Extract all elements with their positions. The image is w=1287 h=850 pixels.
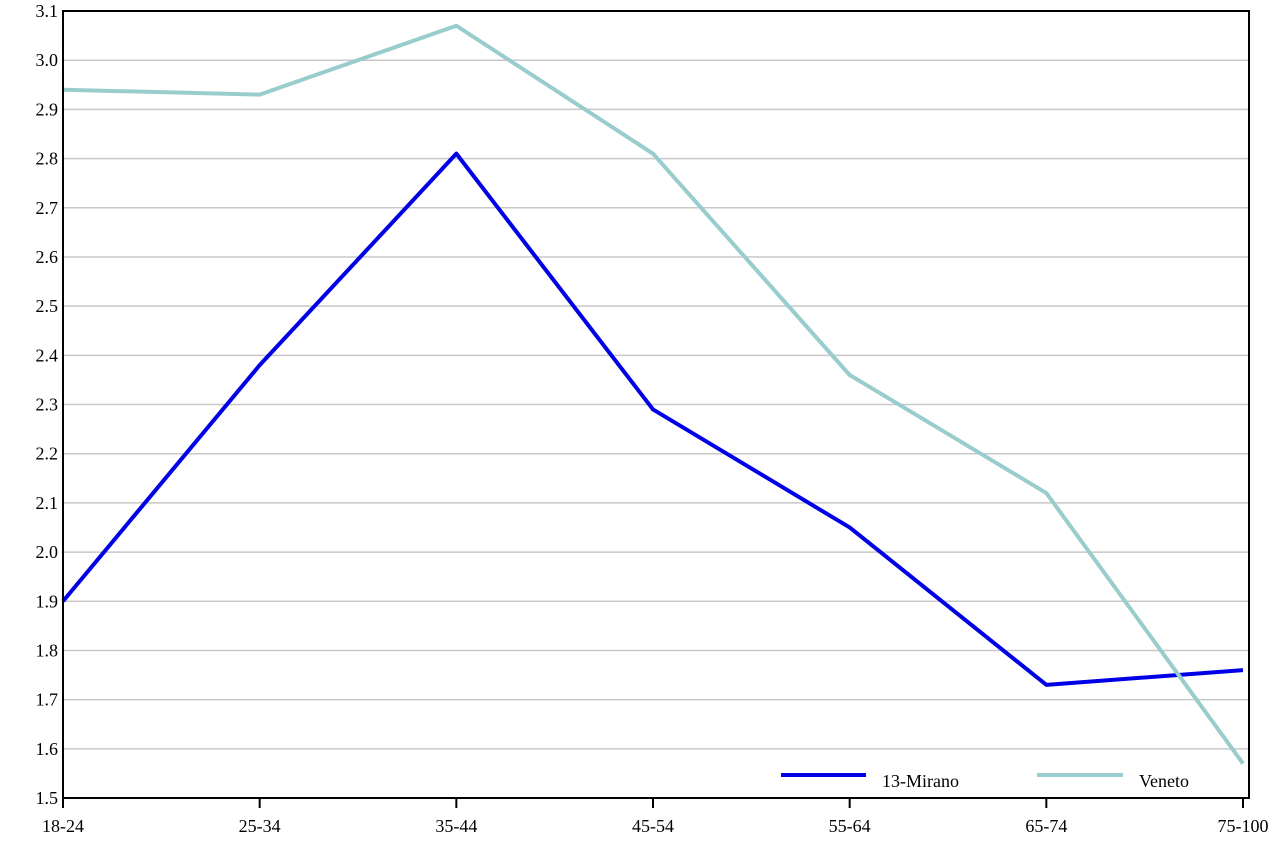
y-tick-label: 3.1: [36, 1, 59, 21]
x-tick-label: 25-34: [239, 816, 281, 836]
x-tick-label: 45-54: [632, 816, 674, 836]
legend: 13-Mirano Veneto: [781, 771, 1189, 791]
x-tick-label: 75-100: [1218, 816, 1269, 836]
y-tick-label: 2.3: [36, 395, 59, 415]
series-line-veneto: [62, 23, 1245, 765]
y-axis: 1.5 1.6 1.7 1.8 1.9 2.0 2.1 2.2 2.3 2.4 2.5 2.6 2.7 2…: [36, 1, 59, 808]
y-tick-label: 2.4: [36, 345, 59, 365]
y-tick-label: 2.5: [36, 296, 59, 316]
y-tick-label: 2.7: [36, 198, 59, 218]
x-tick-label: 65-74: [1025, 816, 1067, 836]
y-tick-label: 2.2: [36, 444, 59, 464]
x-axis: 18-24 25-34 35-44 45-54 55-64 65-74 75-100: [42, 798, 1269, 836]
y-tick-label: 2.9: [36, 99, 59, 119]
y-tick-label: 2.8: [36, 149, 59, 169]
x-tick-label: 35-44: [435, 816, 477, 836]
y-tick-label: 1.8: [36, 640, 59, 660]
y-tick-label: 2.6: [36, 247, 59, 267]
x-tick-label: 18-24: [42, 816, 84, 836]
y-tick-label: 1.7: [36, 690, 59, 710]
legend-label-veneto: Veneto: [1139, 771, 1189, 791]
y-tick-label: 1.6: [36, 739, 59, 759]
y-tick-label: 3.0: [36, 50, 59, 70]
gridlines: [63, 59, 1249, 750]
series-line-13-mirano: [61, 151, 1244, 687]
y-tick-label: 1.5: [36, 788, 59, 808]
y-tick-label: 1.9: [36, 591, 59, 611]
legend-label-13-mirano: 13-Mirano: [882, 771, 959, 791]
y-tick-label: 2.1: [36, 493, 59, 513]
plot-frame: [62, 10, 1250, 799]
y-tick-label: 2.0: [36, 542, 59, 562]
x-tick-label: 55-64: [829, 816, 871, 836]
series-lines: [61, 23, 1245, 765]
